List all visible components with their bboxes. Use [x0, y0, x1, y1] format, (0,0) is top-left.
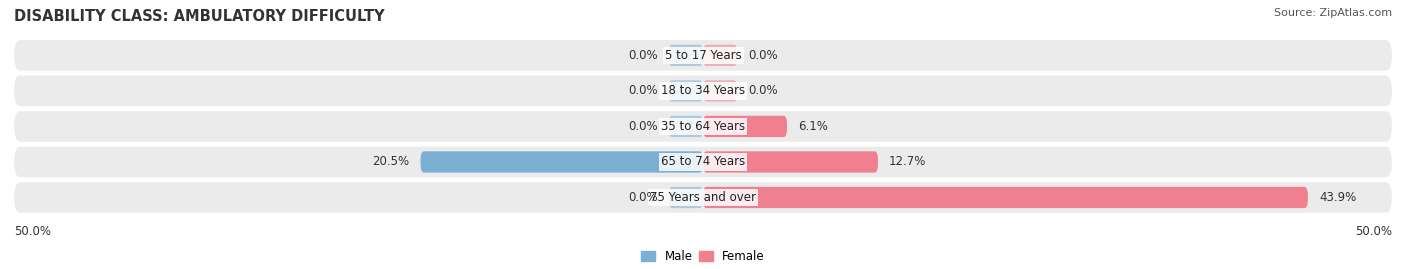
Text: 65 to 74 Years: 65 to 74 Years: [661, 155, 745, 168]
FancyBboxPatch shape: [669, 45, 703, 66]
Text: 18 to 34 Years: 18 to 34 Years: [661, 84, 745, 97]
FancyBboxPatch shape: [703, 187, 1308, 208]
Legend: Male, Female: Male, Female: [637, 245, 769, 267]
Text: Source: ZipAtlas.com: Source: ZipAtlas.com: [1274, 8, 1392, 18]
FancyBboxPatch shape: [703, 151, 877, 173]
Text: 0.0%: 0.0%: [748, 84, 778, 97]
FancyBboxPatch shape: [703, 45, 738, 66]
FancyBboxPatch shape: [420, 151, 703, 173]
FancyBboxPatch shape: [14, 76, 1392, 106]
Text: 0.0%: 0.0%: [628, 84, 658, 97]
FancyBboxPatch shape: [14, 111, 1392, 142]
FancyBboxPatch shape: [14, 182, 1392, 213]
Text: 0.0%: 0.0%: [628, 120, 658, 133]
Text: 12.7%: 12.7%: [889, 155, 927, 168]
Text: 50.0%: 50.0%: [1355, 225, 1392, 238]
FancyBboxPatch shape: [669, 80, 703, 102]
Text: 0.0%: 0.0%: [628, 49, 658, 62]
Text: 6.1%: 6.1%: [799, 120, 828, 133]
FancyBboxPatch shape: [703, 116, 787, 137]
Text: 50.0%: 50.0%: [14, 225, 51, 238]
FancyBboxPatch shape: [669, 116, 703, 137]
Text: 0.0%: 0.0%: [748, 49, 778, 62]
FancyBboxPatch shape: [669, 187, 703, 208]
FancyBboxPatch shape: [14, 40, 1392, 71]
Text: 75 Years and over: 75 Years and over: [650, 191, 756, 204]
Text: 35 to 64 Years: 35 to 64 Years: [661, 120, 745, 133]
Text: 20.5%: 20.5%: [373, 155, 409, 168]
Text: 0.0%: 0.0%: [628, 191, 658, 204]
Text: 5 to 17 Years: 5 to 17 Years: [665, 49, 741, 62]
Text: 43.9%: 43.9%: [1319, 191, 1357, 204]
FancyBboxPatch shape: [703, 80, 738, 102]
FancyBboxPatch shape: [14, 147, 1392, 177]
Text: DISABILITY CLASS: AMBULATORY DIFFICULTY: DISABILITY CLASS: AMBULATORY DIFFICULTY: [14, 9, 385, 24]
